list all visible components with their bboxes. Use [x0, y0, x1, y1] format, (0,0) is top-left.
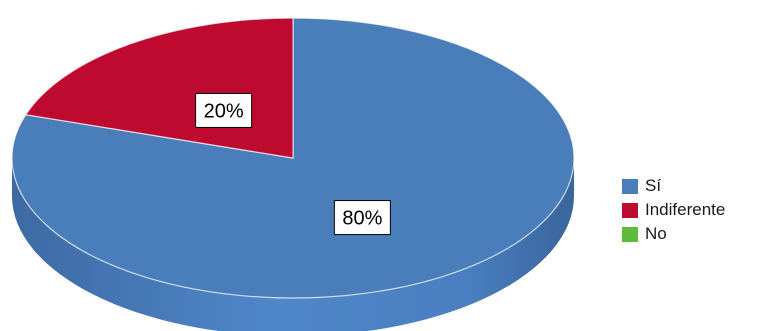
pie-depth	[12, 158, 574, 331]
data-label-1: 20%	[204, 100, 244, 122]
data-label-0: 80%	[342, 208, 382, 230]
pie-slices	[11, 17, 575, 299]
legend-label-si: Sí	[645, 176, 662, 195]
legend-swatch-si	[622, 178, 638, 194]
legend-label-indiferente: Indiferente	[645, 200, 726, 219]
legend-item-indiferente: Indiferente	[622, 198, 725, 222]
legend: Sí Indiferente No	[622, 174, 725, 246]
legend-swatch-indiferente	[622, 202, 638, 218]
data-label-box-1	[195, 92, 253, 128]
legend-item-no: No	[622, 222, 725, 246]
legend-item-si: Sí	[622, 174, 725, 198]
legend-swatch-no	[622, 226, 638, 242]
legend-label-no: No	[645, 224, 667, 243]
data-label-box-0	[333, 200, 391, 236]
pie-data-labels: 80% 20%	[195, 92, 391, 236]
pie-side-0	[12, 158, 574, 331]
